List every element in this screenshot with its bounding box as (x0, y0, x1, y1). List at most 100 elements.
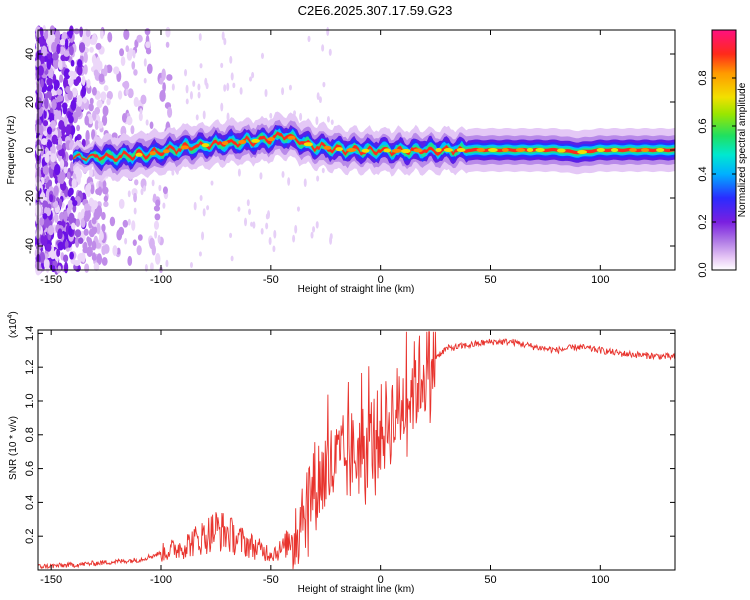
y-tick-label: 1.4 (24, 326, 36, 341)
ridge-peak (251, 138, 260, 143)
ridge-peak (656, 148, 665, 152)
colorbar-tick-label: 0.8 (697, 70, 709, 85)
snr-multiplier: (x104) (7, 311, 19, 338)
colorbar-tick-label: 0.6 (697, 118, 709, 133)
noise-speck (43, 216, 50, 228)
noise-speck (146, 63, 153, 74)
noise-speck (68, 212, 75, 225)
ridge-peak (577, 149, 588, 154)
noise-speck (272, 245, 276, 253)
noise-speck (154, 230, 158, 239)
noise-speck (292, 234, 296, 243)
noise-speck (273, 229, 277, 239)
noise-speck (76, 59, 83, 68)
noise-speck (195, 114, 199, 121)
noise-speck (54, 29, 61, 41)
noise-speck (226, 82, 230, 92)
noise-speck (259, 172, 263, 180)
noise-speck (83, 51, 88, 64)
noise-speck (73, 28, 80, 35)
noise-speck (65, 124, 72, 136)
noise-speck (67, 199, 74, 211)
noise-speck (42, 200, 47, 208)
noise-speck (307, 35, 311, 43)
colorbar-frame (711, 29, 737, 271)
noise-speck (76, 124, 81, 132)
noise-speck (321, 167, 325, 174)
noise-speck (162, 186, 168, 195)
noise-speck (226, 112, 230, 122)
noise-speck (131, 61, 136, 70)
noise-speck (59, 171, 66, 181)
ridge-peak (180, 145, 189, 150)
noise-speck (43, 109, 47, 120)
ridge-peak (526, 148, 534, 152)
colorbar-tick-label: 0.2 (697, 214, 709, 229)
spectrogram-x-ticks: -150 -100 -50 0 50 100 (40, 30, 609, 286)
spectrogram-y-label: Frequency (Hz) (6, 116, 17, 185)
noise-speck (120, 56, 126, 67)
noise-speck (89, 46, 94, 53)
noise-speck (127, 255, 133, 266)
ridge-peak (435, 148, 442, 152)
noise-speck (44, 152, 50, 164)
y-tick-label: 1.2 (24, 360, 36, 375)
noise-speck (134, 179, 139, 186)
noise-speck (229, 55, 233, 64)
noise-speck (84, 203, 91, 211)
noise-speck (127, 88, 134, 99)
y-tick-label: 0.6 (24, 461, 36, 476)
noise-speck (140, 188, 144, 196)
ridge-peak (556, 148, 566, 153)
noise-speck (66, 171, 71, 180)
noise-speck (68, 115, 74, 124)
noise-speck (69, 161, 74, 172)
snr-multiplier-close: ) (8, 311, 19, 314)
noise-speck (46, 91, 52, 99)
noise-speck (161, 68, 166, 81)
noise-speck (109, 216, 116, 227)
svg-text:(x104): (x104) (7, 311, 19, 338)
noise-speck (221, 31, 225, 41)
noise-speck (97, 121, 104, 129)
noise-speck (50, 144, 56, 155)
noise-speck (101, 114, 108, 126)
noise-speck (315, 116, 319, 126)
ridge-peak (456, 148, 466, 152)
ridge-peak (641, 148, 650, 152)
noise-speck (123, 28, 130, 41)
noise-speck (237, 206, 241, 212)
noise-speck (46, 78, 53, 86)
noise-speck (69, 76, 74, 86)
noise-speck (71, 87, 78, 98)
noise-speck (127, 190, 131, 198)
noise-speck (76, 165, 81, 178)
noise-speck (76, 95, 83, 107)
noise-speck (310, 231, 314, 239)
noise-speck (140, 94, 147, 105)
noise-speck (89, 97, 94, 105)
noise-speck (201, 231, 205, 241)
noise-speck (230, 72, 234, 81)
x-tick-label: -50 (263, 274, 279, 286)
noise-speck (47, 179, 53, 187)
x-tick-label: 50 (484, 274, 496, 286)
noise-speck (244, 217, 248, 227)
noise-speck (157, 234, 161, 244)
noise-speck (223, 84, 227, 92)
x-tick-label: 100 (591, 574, 609, 586)
noise-speck (54, 108, 62, 120)
noise-speck (145, 47, 152, 55)
noise-speck (185, 98, 189, 105)
noise-speck (131, 220, 136, 231)
noise-speck (59, 38, 66, 46)
noise-speck (248, 208, 252, 216)
x-tick-label: -100 (150, 274, 172, 286)
noise-speck (137, 234, 143, 241)
colorbar-tick-label: 0.4 (697, 166, 709, 181)
noise-speck (75, 218, 81, 228)
noise-speck (106, 98, 111, 106)
noise-speck (299, 112, 303, 121)
y-tick-label: 0.2 (24, 529, 36, 544)
